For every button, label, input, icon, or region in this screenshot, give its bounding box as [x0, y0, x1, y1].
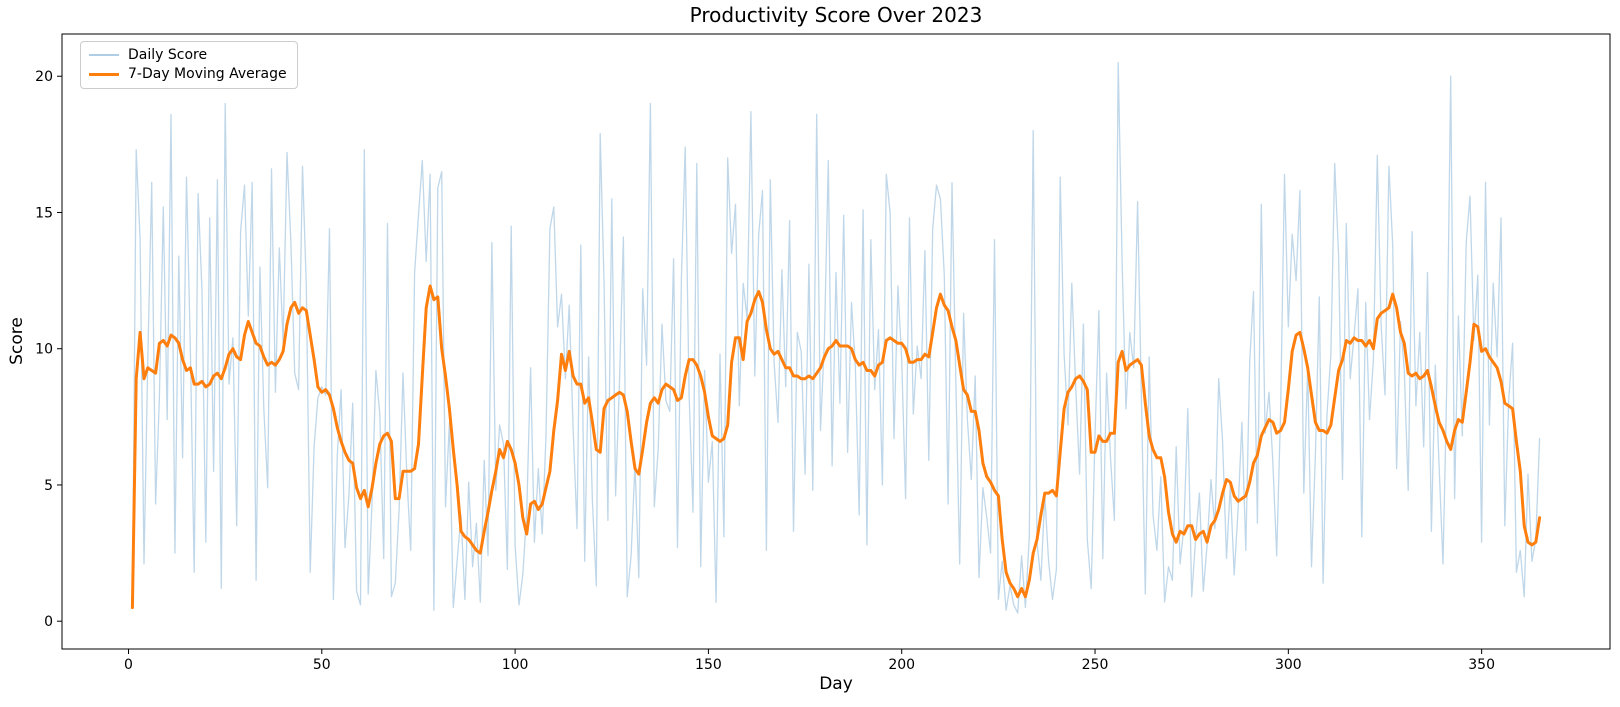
x-tick-label: 350 [1468, 657, 1495, 673]
y-tick-label: 5 [44, 478, 53, 494]
y-axis-label: Score [7, 317, 27, 365]
daily-score-line [131, 61, 1541, 614]
legend-label-moving-average: 7-Day Moving Average [128, 66, 287, 82]
x-tick-label: 50 [313, 657, 331, 673]
legend-item-moving-average: 7-Day Moving Average [89, 66, 287, 82]
x-axis-label: Day [819, 674, 853, 694]
x-tick-label: 150 [695, 657, 722, 673]
chart-title: Productivity Score Over 2023 [689, 3, 983, 27]
legend: Daily Score 7-Day Moving Average [80, 41, 298, 89]
x-tick-label: 200 [888, 657, 915, 673]
x-tick-label: 0 [124, 657, 133, 673]
y-tick-label: 15 [35, 205, 53, 221]
daily-score-line-swatch [89, 54, 119, 56]
x-tick-label: 250 [1082, 657, 1109, 673]
legend-label-daily-score: Daily Score [128, 47, 208, 63]
y-tick-label: 20 [35, 69, 53, 85]
y-tick-label: 0 [44, 614, 53, 630]
x-tick-label: 300 [1275, 657, 1302, 673]
axes-spines [61, 33, 1611, 650]
legend-item-daily-score: Daily Score [89, 47, 287, 63]
y-tick-label: 10 [35, 342, 53, 358]
x-tick-label: 100 [502, 657, 529, 673]
moving-average-line-swatch [89, 72, 119, 76]
moving-average-line [130, 284, 1542, 610]
